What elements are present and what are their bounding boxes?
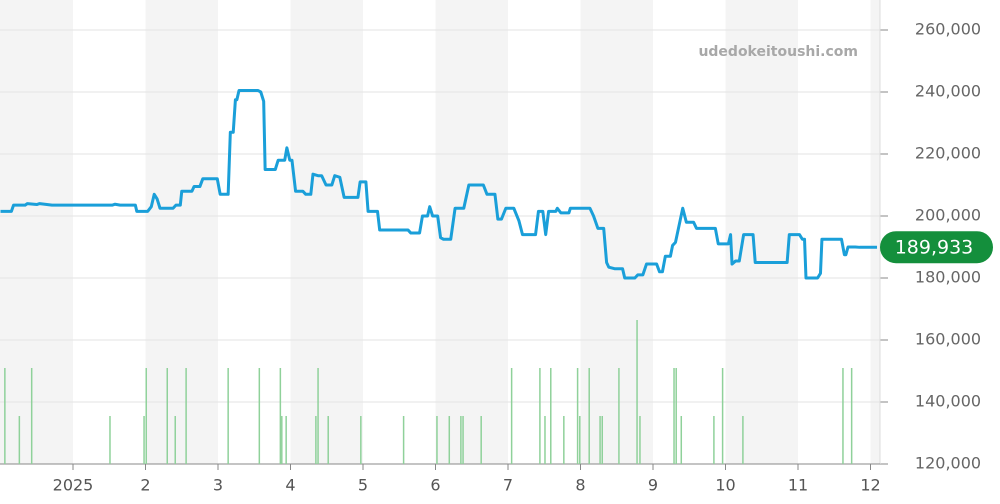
month-band xyxy=(145,0,219,464)
x-tick-label: 2 xyxy=(140,476,150,495)
x-tick-label: 7 xyxy=(503,476,513,495)
y-tick-label: 180,000 xyxy=(915,268,981,287)
month-band xyxy=(0,0,74,464)
y-tick-label: 160,000 xyxy=(915,330,981,349)
y-tick-label: 240,000 xyxy=(915,82,981,101)
month-band xyxy=(580,0,654,464)
x-tick-label: 12 xyxy=(860,476,880,495)
x-tick-label: 2025 xyxy=(53,476,94,495)
month-band xyxy=(870,0,880,464)
y-tick-label: 140,000 xyxy=(915,392,981,411)
x-tick-label: 10 xyxy=(715,476,735,495)
last-price-label: 189,933 xyxy=(895,237,974,259)
x-tick-label: 8 xyxy=(575,476,585,495)
y-tick-label: 200,000 xyxy=(915,206,981,225)
price-line xyxy=(0,88,878,280)
x-tick-label: 5 xyxy=(358,476,368,495)
x-tick-label: 6 xyxy=(430,476,440,495)
month-band xyxy=(435,0,509,464)
y-tick-label: 220,000 xyxy=(915,144,981,163)
x-tick-label: 3 xyxy=(213,476,223,495)
y-tick-label: 120,000 xyxy=(915,454,981,473)
x-tick-label: 9 xyxy=(648,476,658,495)
watermark: udedokeitoushi.com xyxy=(698,44,858,60)
last-price-badge xyxy=(880,231,993,264)
x-tick-label: 4 xyxy=(285,476,295,495)
x-tick-label: 11 xyxy=(788,476,808,495)
month-band xyxy=(290,0,364,464)
y-tick-label: 260,000 xyxy=(915,20,981,39)
month-band xyxy=(725,0,799,464)
